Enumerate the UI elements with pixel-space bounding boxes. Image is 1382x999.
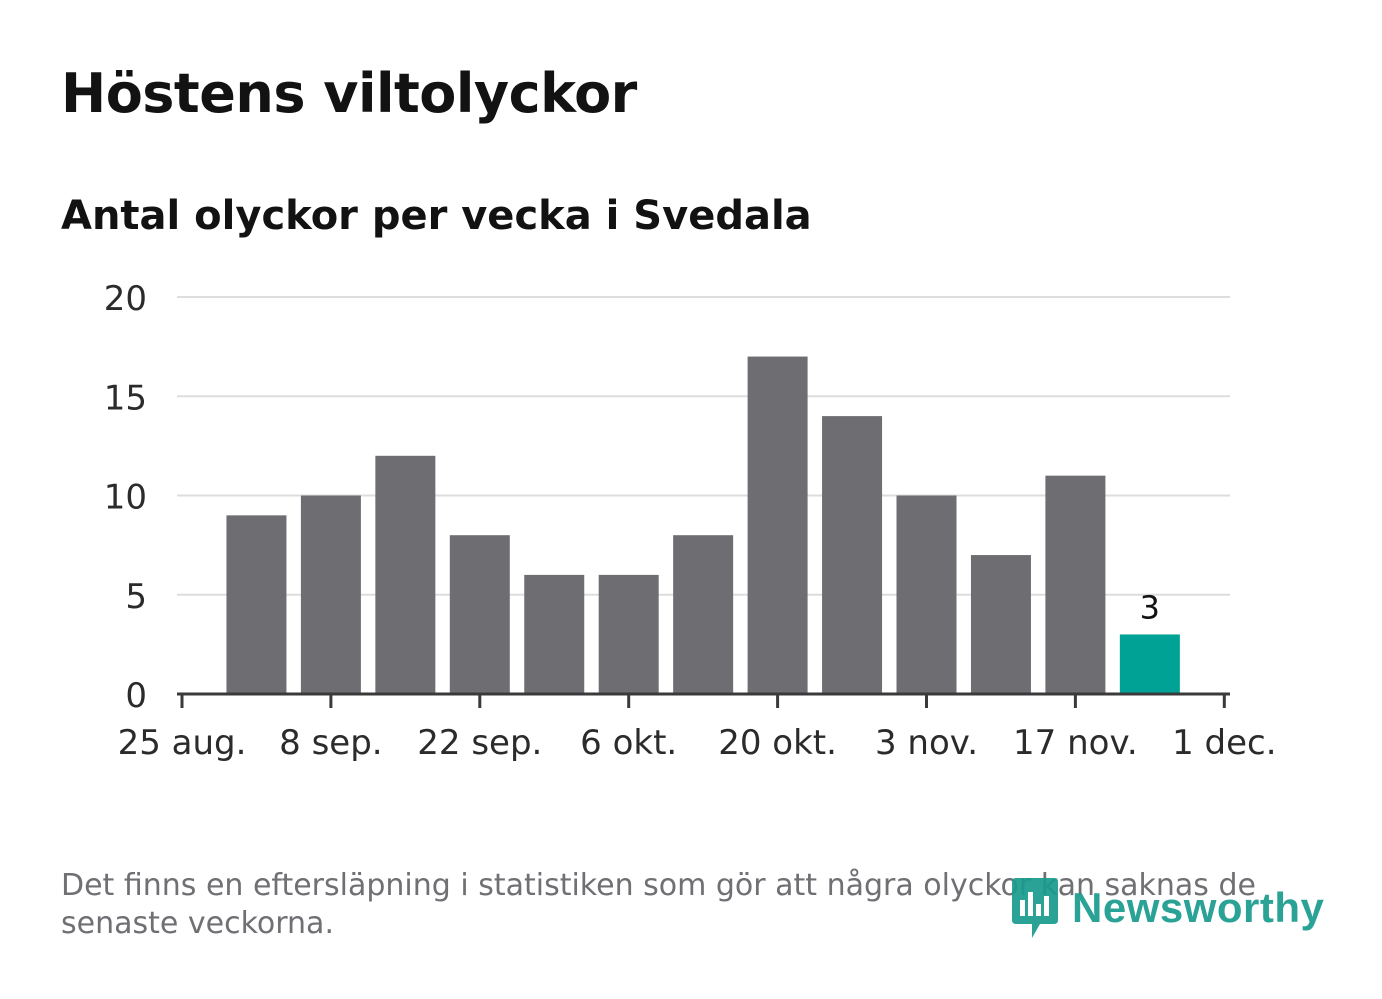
bar-v46 — [970, 555, 1031, 694]
bar-v44 — [822, 416, 883, 694]
bar-v40 — [524, 574, 585, 694]
bar-v43 — [747, 356, 808, 694]
newsworthy-logo-text: Newsworthy — [1072, 884, 1325, 931]
bar-v48 — [1119, 634, 1180, 694]
x-tick-label: 1 dec. — [1172, 723, 1276, 763]
newsworthy-logo: Newsworthy — [1010, 876, 1324, 940]
x-tick-label: 17 nov. — [1013, 723, 1138, 763]
x-tick-label: 8 sep. — [279, 723, 382, 763]
y-tick-label: 20 — [104, 279, 147, 319]
x-tick-label: 20 okt. — [718, 723, 837, 763]
bar-v41 — [598, 574, 659, 694]
y-axis-ticks: 0 5 10 15 20 — [104, 279, 147, 716]
chart-subtitle: Antal olyckor per vecka i Svedala — [61, 193, 812, 239]
bar-v47 — [1045, 475, 1106, 694]
y-tick-label: 15 — [104, 378, 147, 418]
bars — [226, 356, 1180, 694]
y-tick-label: 5 — [125, 577, 147, 617]
y-tick-label: 10 — [104, 478, 147, 518]
bar-v36 — [226, 515, 287, 694]
x-tick-label: 3 nov. — [875, 723, 978, 763]
data-labels: 3 — [1140, 588, 1160, 626]
x-tick-label: 22 sep. — [417, 723, 542, 763]
x-axis: 25 aug. 8 sep. 22 sep. 6 okt. 20 okt. 3 nov. 1… — [118, 692, 1277, 763]
y-tick-label: 0 — [125, 676, 147, 716]
chart-title: Höstens viltolyckor — [61, 62, 637, 125]
bar-v45 — [896, 495, 957, 694]
x-tick-label: 25 aug. — [118, 723, 247, 763]
newsworthy-logo-icon — [1012, 878, 1058, 938]
x-tick-label: 6 okt. — [580, 723, 677, 763]
data-label: 3 — [1140, 588, 1160, 626]
bar-v42 — [673, 535, 734, 694]
bar-v37 — [300, 495, 361, 694]
bar-chart: 0 5 10 15 20 3 25 aug. 8 sep. 22 sep. 6 okt. 20 … — [104, 279, 1277, 763]
bar-v38 — [375, 455, 436, 694]
bar-v39 — [449, 535, 510, 694]
